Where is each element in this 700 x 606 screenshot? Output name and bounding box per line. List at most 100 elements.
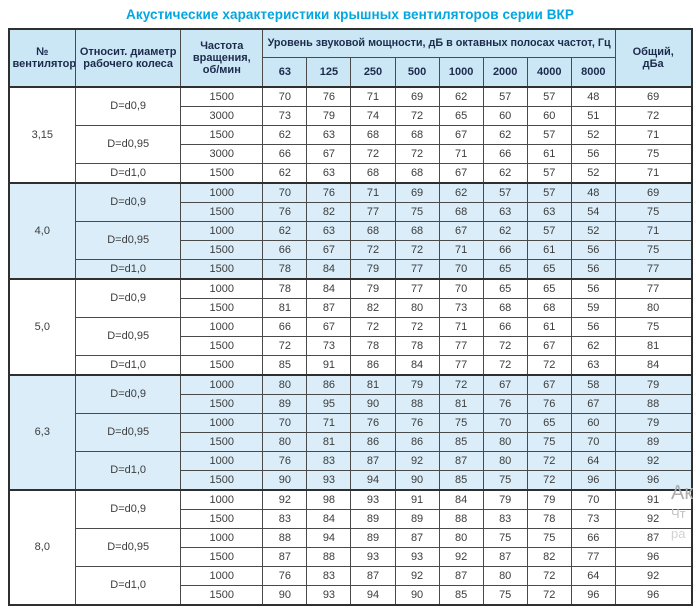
level-cell-250hz: 86 bbox=[350, 355, 396, 376]
level-cell-125hz: 67 bbox=[306, 240, 352, 260]
level-cell-125hz: 63 bbox=[306, 221, 352, 241]
level-cell-500hz: 79 bbox=[394, 374, 440, 395]
total-dba-cell: 79 bbox=[614, 413, 693, 433]
level-cell-250hz: 72 bbox=[350, 144, 396, 164]
rpm-cell: 1000 bbox=[180, 317, 264, 337]
level-cell-8000hz: 64 bbox=[570, 451, 616, 471]
level-cell-500hz: 68 bbox=[394, 221, 440, 241]
fan-number-cell: 6,3 bbox=[7, 374, 77, 491]
level-cell-250hz: 94 bbox=[350, 470, 396, 491]
level-cell-1000hz: 92 bbox=[438, 547, 484, 567]
total-dba-cell: 71 bbox=[614, 125, 693, 145]
rpm-cell: 1500 bbox=[180, 585, 264, 606]
level-cell-4000hz: 72 bbox=[526, 585, 572, 606]
level-cell-4000hz: 67 bbox=[526, 336, 572, 356]
diameter-cell: D=d1,0 bbox=[75, 451, 182, 491]
level-cell-2000hz: 57 bbox=[482, 182, 528, 203]
level-cell-63hz: 70 bbox=[262, 86, 308, 107]
col-header-freq-1000: 1000 bbox=[438, 57, 484, 88]
level-cell-8000hz: 62 bbox=[570, 336, 616, 356]
level-cell-8000hz: 56 bbox=[570, 278, 616, 299]
total-dba-cell: 77 bbox=[614, 278, 693, 299]
header-row-main: № вентилятора Относит. диаметр рабочего … bbox=[7, 28, 693, 88]
level-cell-8000hz: 58 bbox=[570, 374, 616, 395]
rpm-cell: 1000 bbox=[180, 489, 264, 510]
total-dba-cell: 77 bbox=[614, 259, 693, 280]
rpm-cell: 1000 bbox=[180, 528, 264, 548]
rpm-cell: 1500 bbox=[180, 298, 264, 318]
level-cell-4000hz: 60 bbox=[526, 106, 572, 126]
level-cell-125hz: 86 bbox=[306, 374, 352, 395]
level-cell-125hz: 63 bbox=[306, 163, 352, 184]
rpm-cell: 1500 bbox=[180, 163, 264, 184]
level-cell-125hz: 67 bbox=[306, 144, 352, 164]
level-cell-500hz: 68 bbox=[394, 163, 440, 184]
level-cell-500hz: 92 bbox=[394, 451, 440, 471]
level-cell-500hz: 86 bbox=[394, 432, 440, 452]
level-cell-63hz: 66 bbox=[262, 144, 308, 164]
level-cell-1000hz: 71 bbox=[438, 240, 484, 260]
level-cell-1000hz: 67 bbox=[438, 221, 484, 241]
level-cell-2000hz: 83 bbox=[482, 509, 528, 529]
rpm-cell: 1000 bbox=[180, 221, 264, 241]
level-cell-4000hz: 75 bbox=[526, 528, 572, 548]
table-row: 1500 83 84 89 89 88 83 78 73 92 bbox=[9, 509, 693, 529]
table-row: D=d0,95 1000 88 94 89 87 80 75 75 66 87 bbox=[9, 528, 693, 567]
level-cell-250hz: 89 bbox=[350, 509, 396, 529]
page-title: Акустические характеристики крышных вент… bbox=[125, 7, 574, 22]
level-cell-500hz: 87 bbox=[394, 528, 440, 548]
level-cell-4000hz: 57 bbox=[526, 86, 572, 107]
level-cell-1000hz: 87 bbox=[438, 451, 484, 471]
level-cell-125hz: 71 bbox=[306, 413, 352, 433]
level-cell-2000hz: 75 bbox=[482, 528, 528, 548]
total-dba-cell: 81 bbox=[614, 336, 693, 356]
level-cell-8000hz: 48 bbox=[570, 86, 616, 107]
level-cell-8000hz: 56 bbox=[570, 240, 616, 260]
level-cell-250hz: 71 bbox=[350, 182, 396, 203]
level-cell-4000hz: 75 bbox=[526, 432, 572, 452]
level-cell-2000hz: 60 bbox=[482, 106, 528, 126]
level-cell-250hz: 89 bbox=[350, 528, 396, 548]
level-cell-4000hz: 63 bbox=[526, 202, 572, 222]
level-cell-250hz: 87 bbox=[350, 566, 396, 586]
level-cell-8000hz: 70 bbox=[570, 432, 616, 452]
level-cell-63hz: 88 bbox=[262, 528, 308, 548]
level-cell-4000hz: 65 bbox=[526, 259, 572, 280]
table-row: D=d0,95 1000 62 63 68 68 67 62 57 52 71 bbox=[9, 221, 693, 260]
level-cell-4000hz: 79 bbox=[526, 489, 572, 510]
total-dba-cell: 92 bbox=[614, 566, 693, 586]
level-cell-2000hz: 72 bbox=[482, 355, 528, 376]
level-cell-63hz: 76 bbox=[262, 566, 308, 586]
level-cell-8000hz: 73 bbox=[570, 509, 616, 529]
level-cell-2000hz: 66 bbox=[482, 240, 528, 260]
table-row: 1500 89 95 90 88 81 76 76 67 88 bbox=[9, 394, 693, 414]
level-cell-4000hz: 65 bbox=[526, 278, 572, 299]
level-cell-8000hz: 59 bbox=[570, 298, 616, 318]
rpm-cell: 1500 bbox=[180, 394, 264, 414]
level-cell-4000hz: 65 bbox=[526, 413, 572, 433]
rpm-cell: 1500 bbox=[180, 355, 264, 376]
level-cell-2000hz: 63 bbox=[482, 202, 528, 222]
rpm-cell: 1000 bbox=[180, 278, 264, 299]
level-cell-125hz: 84 bbox=[306, 259, 352, 280]
col-header-freq-2000: 2000 bbox=[482, 57, 528, 88]
table-row: 4,0 D=d0,9 1000 70 76 71 69 62 57 57 48 69 bbox=[7, 182, 693, 280]
level-cell-63hz: 62 bbox=[262, 125, 308, 145]
level-cell-500hz: 90 bbox=[394, 470, 440, 491]
level-cell-2000hz: 87 bbox=[482, 547, 528, 567]
level-cell-1000hz: 85 bbox=[438, 585, 484, 606]
level-cell-4000hz: 57 bbox=[526, 221, 572, 241]
total-dba-cell: 69 bbox=[614, 182, 693, 203]
level-cell-8000hz: 63 bbox=[570, 355, 616, 376]
level-cell-500hz: 80 bbox=[394, 298, 440, 318]
total-dba-cell: 72 bbox=[614, 106, 693, 126]
table-row: 3000 73 79 74 72 65 60 60 51 72 bbox=[9, 106, 693, 126]
diameter-cell: D=d1,0 bbox=[75, 566, 182, 606]
level-cell-1000hz: 62 bbox=[438, 86, 484, 107]
level-cell-250hz: 86 bbox=[350, 432, 396, 452]
total-dba-cell: 71 bbox=[614, 163, 693, 184]
level-cell-1000hz: 81 bbox=[438, 394, 484, 414]
level-cell-2000hz: 79 bbox=[482, 489, 528, 510]
table-row: 1500 72 73 78 78 77 72 67 62 81 bbox=[9, 336, 693, 356]
level-cell-63hz: 73 bbox=[262, 106, 308, 126]
